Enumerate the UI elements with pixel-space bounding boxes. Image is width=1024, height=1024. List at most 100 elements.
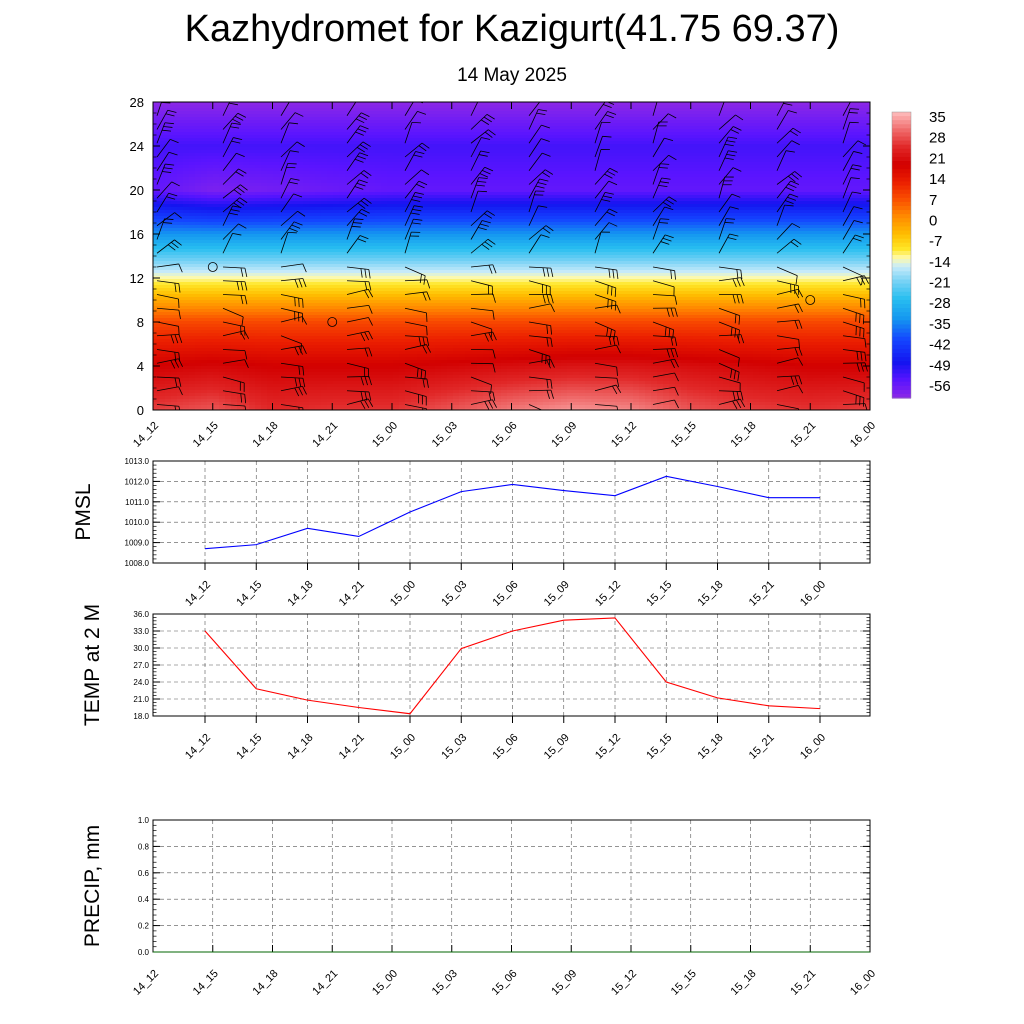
heatmap-cell	[183, 270, 190, 274]
heatmap-cell	[189, 324, 196, 328]
heatmap-cell	[177, 198, 184, 202]
heatmap-cell	[177, 369, 184, 373]
heatmap-cell	[153, 366, 160, 370]
heatmap-cell	[231, 207, 238, 211]
heatmap-cell	[195, 402, 202, 406]
heatmap-cell	[159, 204, 166, 208]
heatmap-cell	[153, 126, 160, 130]
heatmap-cell	[171, 192, 178, 196]
heatmap-cell	[213, 273, 220, 277]
heatmap-cell	[183, 336, 190, 340]
heatmap-cell	[225, 123, 232, 127]
heatmap-cell	[201, 318, 208, 322]
heatmap-cell	[201, 189, 208, 193]
heatmap-cell	[159, 207, 166, 211]
heatmap-cell	[153, 204, 160, 208]
heatmap-cell	[225, 165, 232, 169]
heatmap-cell	[165, 147, 172, 151]
heatmap-cell	[219, 261, 226, 265]
heatmap-cell	[219, 213, 226, 217]
heatmap-cell	[189, 336, 196, 340]
heatmap-cell	[165, 360, 172, 364]
heatmap-cell	[183, 105, 190, 109]
heatmap-cell	[207, 171, 214, 175]
heatmap-cell	[153, 135, 160, 139]
heatmap-cell	[195, 399, 202, 403]
heatmap-cell	[177, 129, 184, 133]
heatmap-cell	[183, 384, 190, 388]
heatmap-cell	[213, 117, 220, 121]
heatmap-cell	[189, 273, 196, 277]
heatmap-cell	[183, 204, 190, 208]
heatmap-cell	[165, 357, 172, 361]
heatmap-cell	[225, 237, 232, 241]
heatmap-cell	[189, 240, 196, 244]
heatmap-cell	[165, 207, 172, 211]
heatmap-cell	[159, 174, 166, 178]
heatmap-cell	[165, 102, 172, 106]
heatmap-cell	[195, 126, 202, 130]
heatmap-cell	[219, 174, 226, 178]
heatmap-cell	[159, 141, 166, 145]
heatmap-cell	[207, 396, 214, 400]
heatmap-cell	[177, 324, 184, 328]
heatmap-cell	[171, 177, 178, 181]
heatmap-cell	[195, 249, 202, 253]
heatmap-cell	[225, 105, 232, 109]
heatmap-cell	[165, 300, 172, 304]
heatmap-cell	[201, 201, 208, 205]
heatmap-cell	[201, 159, 208, 163]
heatmap-cell	[195, 102, 202, 106]
heatmap-cell	[219, 114, 226, 118]
heatmap-cell	[177, 123, 184, 127]
heatmap-cell	[183, 291, 190, 295]
heatmap-cell	[189, 372, 196, 376]
heatmap-cell	[219, 264, 226, 268]
heatmap-cell	[195, 276, 202, 280]
heatmap-cell	[177, 171, 184, 175]
heatmap-cell	[201, 252, 208, 256]
heatmap-cell	[225, 243, 232, 247]
heatmap-cell	[165, 162, 172, 166]
heatmap-cell	[231, 180, 238, 184]
heatmap-cell	[183, 225, 190, 229]
heatmap-cell	[207, 198, 214, 202]
heatmap-cell	[183, 102, 190, 106]
heatmap-cell	[171, 159, 178, 163]
heatmap-cell	[171, 228, 178, 232]
heatmap-cell	[171, 291, 178, 295]
heatmap-cell	[213, 105, 220, 109]
heatmap-cell	[201, 132, 208, 136]
heatmap-cell	[231, 231, 238, 235]
heatmap-cell	[219, 162, 226, 166]
heatmap-cell	[165, 285, 172, 289]
heatmap-cell	[165, 297, 172, 301]
heatmap-cell	[195, 261, 202, 265]
heatmap-cell	[225, 219, 232, 223]
heatmap-cell	[159, 183, 166, 187]
heatmap-cell	[183, 387, 190, 391]
heatmap-cell	[165, 255, 172, 259]
heatmap-cell	[201, 117, 208, 121]
heatmap-cell	[171, 249, 178, 253]
heatmap-cell	[153, 171, 160, 175]
heatmap-cell	[195, 111, 202, 115]
heatmap-cell	[183, 222, 190, 226]
heatmap-cell	[207, 339, 214, 343]
heatmap-cell	[153, 240, 160, 244]
heatmap-cell	[153, 162, 160, 166]
heatmap-cell	[171, 369, 178, 373]
heatmap-cell	[213, 348, 220, 352]
heatmap-cell	[219, 336, 226, 340]
heatmap-cell	[165, 225, 172, 229]
heatmap-cell	[171, 168, 178, 172]
heatmap-cell	[177, 267, 184, 271]
heatmap-cell	[207, 252, 214, 256]
heatmap-cell	[195, 300, 202, 304]
heatmap-cell	[171, 297, 178, 301]
heatmap-cell	[225, 147, 232, 151]
heatmap-cell	[171, 240, 178, 244]
heatmap-cell	[213, 195, 220, 199]
heatmap-cell	[189, 303, 196, 307]
heatmap-cell	[177, 222, 184, 226]
